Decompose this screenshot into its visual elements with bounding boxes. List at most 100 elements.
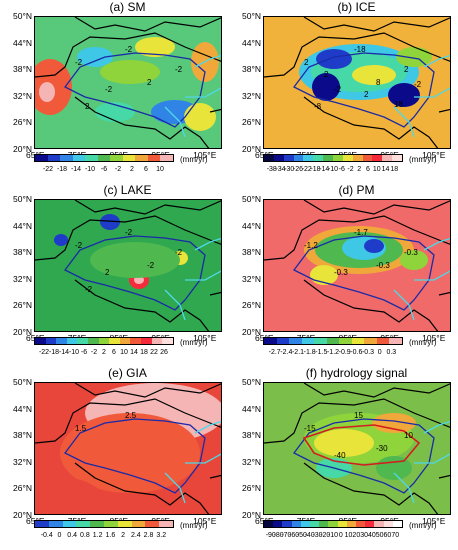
colorbar-swatch [264, 521, 274, 527]
colorbar-tick-label: 40 [367, 532, 376, 539]
colorbar-tick-label: -50 [296, 532, 307, 539]
country-border [35, 17, 221, 148]
colorbar-tick-label: -10 [327, 532, 339, 539]
colorbar-swatch [85, 155, 98, 161]
colorbar-tick-label: -10 [68, 349, 80, 356]
colorbar-swatch [293, 155, 304, 161]
field-anomaly [100, 214, 120, 230]
longitude-tick-label: 105°E [193, 333, 217, 343]
colorbar-swatch [356, 521, 366, 527]
river-line [393, 54, 450, 138]
colorbar-swatch [119, 338, 131, 344]
colorbar-ticks: -2.7 -2.4 -2.1 -1.8 -1.5 -1.2 -0.9 -0.6 -0.3 0 0.3 [263, 349, 423, 359]
colorbar-swatch [117, 521, 132, 527]
colorbar-tick-label: 10 [344, 532, 353, 539]
contour-label: -40 [334, 451, 346, 460]
colorbar-swatch [103, 521, 118, 527]
colorbar-swatch [310, 521, 320, 527]
contour-label: 2 [147, 78, 152, 87]
contour-label: -2 [75, 241, 83, 250]
colorbar-swatch [147, 155, 161, 161]
colorbar-tick-label: -10 [327, 166, 339, 173]
colorbar-tick-label: -0.9 [338, 349, 351, 356]
colorbar-tick-label: -40 [304, 532, 315, 539]
colorbar-swatch [56, 338, 67, 344]
river-line [164, 54, 221, 138]
latitude-tick-label: 50°N [13, 194, 32, 204]
colorbar-tick-label: 0.8 [80, 532, 90, 539]
colorbar-swatch [131, 521, 146, 527]
latitude-tick-label: 44°N [13, 37, 32, 48]
panel-title: (a) SM [109, 0, 146, 14]
colorbar-swatch [47, 155, 61, 161]
colorbar-swatch [141, 338, 152, 344]
colorbar-tick-label: 22 [150, 349, 158, 356]
panel-title: (b) ICE [337, 0, 376, 14]
colorbar-tick-label: 0 [338, 532, 343, 539]
contour-label: 8 [376, 78, 381, 87]
colorbar-swatch [337, 521, 347, 527]
longitude-tick-label: 105°E [193, 150, 217, 160]
latitude-tick-label: 20°N [242, 327, 261, 337]
panel-title: (e) GIA [108, 366, 147, 380]
colorbar-swatch [88, 338, 99, 344]
colorbar-tick-label: -6 [80, 349, 88, 356]
colorbar-swatch [382, 155, 393, 161]
colorbar-tick-label: 10 [120, 349, 128, 356]
colorbar-swatch [342, 155, 353, 161]
field-anomaly [372, 413, 416, 433]
colorbar-unit: (mm/yr) [180, 338, 208, 347]
colorbar-swatch [323, 155, 334, 161]
colorbar-swatch [326, 338, 340, 344]
colorbar-unit: (mm/yr) [409, 338, 437, 347]
contour-label: -2 [125, 45, 133, 54]
field-anomaly [376, 456, 412, 480]
map-panel: (b) ICE50°N44°N38°N32°N26°N20°N65°E75°E8… [229, 0, 458, 183]
colorbar-tick-label: -6 [100, 166, 108, 173]
colorbar-swatch [35, 338, 46, 344]
contour-label: -18 [354, 45, 366, 54]
colorbar-swatch [130, 338, 142, 344]
latitude-tick-label: 20°N [13, 510, 32, 520]
latitude-tick-label: 20°N [242, 510, 261, 520]
colorbar-tick-label: -22 [38, 349, 50, 356]
longitude-tick-label: 105°E [422, 150, 446, 160]
colorbar-tick-label: -70 [281, 532, 292, 539]
colorbar-swatch [77, 338, 89, 344]
latitude-tick-label: 20°N [13, 144, 32, 154]
colorbar-swatch [276, 338, 290, 344]
field-anomaly [135, 37, 175, 57]
colorbar-tick-label: 18 [390, 166, 399, 173]
colorbar-swatch [389, 338, 403, 344]
contour-label: -0.3 [404, 248, 418, 257]
latitude-tick-label: 44°N [13, 220, 32, 231]
field-anomaly [400, 250, 428, 270]
colorbar-tick-label: 10 [372, 166, 381, 173]
colorbar-tick-label: -1.8 [303, 349, 316, 356]
colorbar-tick-label: -1.2 [326, 349, 340, 356]
study-region-outline [302, 424, 421, 466]
latitude-tick-label: 26°N [242, 300, 261, 311]
country-border [264, 17, 450, 148]
longitude-tick-label: 105°E [422, 333, 446, 343]
river-line [164, 237, 221, 321]
latitude-tick-label: 38°N [13, 430, 32, 441]
colorbar-tick-label: -2 [114, 166, 122, 173]
map-field: -2 -2 -2 2 -2 -2 [34, 199, 222, 332]
colorbar-unit: (mm/yr) [180, 521, 208, 530]
contour-label: -2 [85, 285, 93, 294]
colorbar-swatch [314, 338, 327, 344]
colorbar-swatch [97, 155, 111, 161]
colorbar-swatch [374, 521, 384, 527]
field-anomaly [314, 429, 374, 457]
colorbar-swatch [109, 338, 120, 344]
colorbar-tick-label: 2 [130, 166, 134, 173]
colorbar-tick-label: -14 [58, 349, 70, 356]
colorbar-swatch [159, 521, 173, 527]
colorbar-swatch [162, 338, 173, 344]
latitude-tick-label: 38°N [242, 247, 261, 258]
colorbar-tick-label: 2 [121, 532, 126, 539]
colorbar-swatch [135, 155, 148, 161]
colorbar-swatch [333, 155, 343, 161]
latitude-tick-label: 38°N [242, 430, 261, 441]
